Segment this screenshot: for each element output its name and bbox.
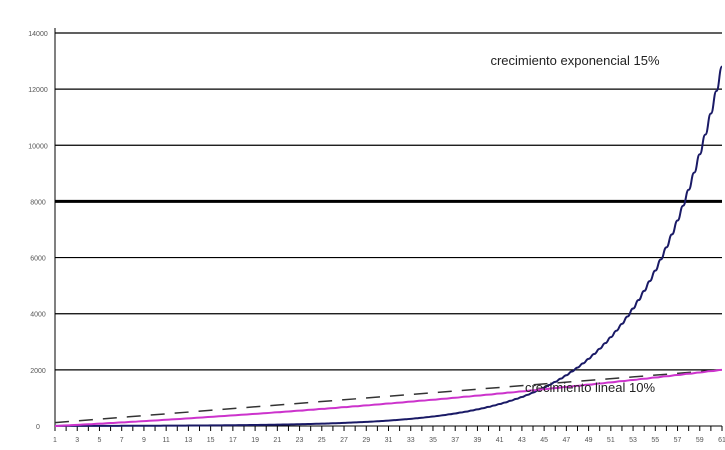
x-tick-label: 35 bbox=[429, 437, 437, 444]
y-tick-label: 6000 bbox=[30, 256, 46, 263]
gridlines bbox=[55, 32, 722, 371]
series-exponential-line bbox=[54, 65, 723, 427]
y-tick-label: 0 bbox=[36, 424, 40, 431]
x-tick-label: 7 bbox=[120, 437, 124, 444]
x-tick-label: 15 bbox=[207, 437, 215, 444]
y-tick-label: 10000 bbox=[28, 143, 48, 150]
x-tick-label: 31 bbox=[385, 437, 393, 444]
y-tick-label: 8000 bbox=[30, 199, 46, 206]
x-tick-label: 55 bbox=[651, 437, 659, 444]
x-tick-label: 45 bbox=[540, 437, 548, 444]
x-tick-label: 11 bbox=[163, 437, 170, 444]
series-lines bbox=[54, 65, 723, 427]
x-tick-label: 57 bbox=[674, 437, 682, 444]
x-tick-label: 47 bbox=[562, 437, 570, 444]
x-tick-label: 53 bbox=[629, 437, 637, 444]
x-tick-label: 27 bbox=[340, 437, 348, 444]
series-linear-dashed-line bbox=[54, 369, 723, 424]
series-linear-line bbox=[54, 368, 723, 427]
x-tick-label: 3 bbox=[75, 437, 79, 444]
x-tick-label: 59 bbox=[696, 437, 704, 444]
x-tick-label: 17 bbox=[229, 437, 237, 444]
y-tick-label: 14000 bbox=[28, 31, 48, 38]
x-tick-label: 49 bbox=[585, 437, 593, 444]
x-tick-label: 29 bbox=[362, 437, 370, 444]
x-tick-label: 41 bbox=[496, 437, 504, 444]
x-tick-label: 33 bbox=[407, 437, 415, 444]
x-tick-label: 1 bbox=[53, 437, 57, 444]
x-tick-label: 37 bbox=[451, 437, 459, 444]
x-tick-label: 23 bbox=[296, 437, 304, 444]
x-tick-label: 5 bbox=[98, 437, 102, 444]
series-labels: crecimiento exponencial 15% crecimiento l… bbox=[490, 53, 660, 395]
x-tick-label: 25 bbox=[318, 437, 326, 444]
x-tick-label: 43 bbox=[518, 437, 526, 444]
y-tick-label: 2000 bbox=[30, 368, 46, 375]
annotation-linear: crecimiento lineal 10% bbox=[525, 380, 656, 395]
y-tick-label: 12000 bbox=[28, 87, 48, 94]
x-tick-label: 61 bbox=[718, 437, 725, 444]
y-tick-label: 4000 bbox=[30, 312, 46, 319]
x-tick-label: 9 bbox=[142, 437, 146, 444]
x-tick-label: 19 bbox=[251, 437, 259, 444]
x-tick-label: 21 bbox=[273, 437, 281, 444]
annotation-exponential: crecimiento exponencial 15% bbox=[490, 53, 660, 68]
x-tick-label: 51 bbox=[607, 437, 615, 444]
x-tick-label: 13 bbox=[185, 437, 193, 444]
x-tick-label: 39 bbox=[474, 437, 482, 444]
